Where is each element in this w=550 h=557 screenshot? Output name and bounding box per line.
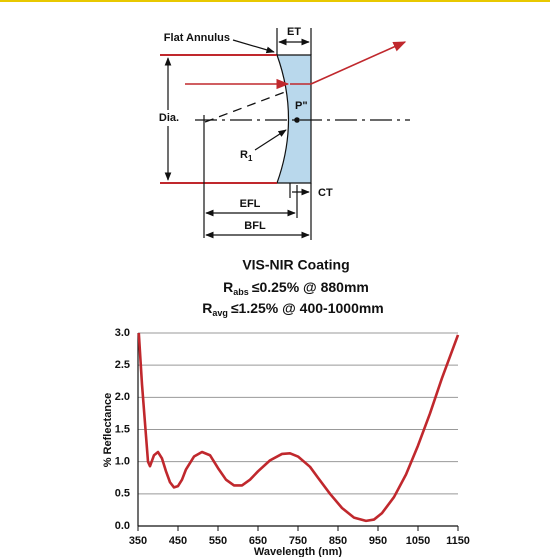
x-tick-label: 850 — [329, 535, 347, 547]
x-axis-label: Wavelength (nm) — [254, 546, 343, 557]
x-tick-label: 550 — [209, 535, 227, 547]
y-tick-label: 2.0 — [115, 391, 130, 403]
x-tick-label: 450 — [169, 535, 187, 547]
x-tick-label: 350 — [129, 535, 147, 547]
y-tick-label: 0.5 — [115, 488, 130, 500]
y-tick-label: 1.5 — [115, 423, 130, 435]
lens-diagram: Flat Annulus ET Dia. P" R1 EFL BFL CT — [158, 26, 410, 240]
chart-subtitle: Ravg ≤1.25% @ 400-1000mm — [202, 300, 384, 319]
virtual-ray — [204, 91, 286, 123]
x-tick-label: 950 — [369, 535, 387, 547]
line-series — [137, 332, 460, 523]
x-tick-label: 750 — [289, 535, 307, 547]
label: P" — [295, 100, 308, 112]
y-axis-label: % Reflectance — [102, 393, 114, 468]
y-tick-label: 2.5 — [115, 359, 130, 371]
label: ET — [287, 26, 301, 38]
chart-subtitle: Rabs ≤0.25% @ 880mm — [223, 279, 369, 298]
label-bg — [158, 110, 180, 126]
label: Flat Annulus — [164, 32, 230, 44]
label: Dia. — [159, 112, 179, 124]
y-tick-label: 3.0 — [115, 327, 130, 339]
y-tick-label: 1.0 — [115, 456, 130, 468]
label: BFL — [244, 220, 266, 232]
principal-point — [294, 117, 300, 123]
pointer — [232, 39, 275, 54]
x-tick-label: 1150 — [446, 535, 470, 547]
pointer — [254, 129, 287, 151]
lens — [276, 54, 312, 184]
label: CT — [318, 187, 333, 199]
y-tick-label: 0.0 — [115, 520, 130, 532]
label: EFL — [240, 198, 261, 210]
x-tick-label: 1050 — [406, 535, 430, 547]
x-tick-label: 650 — [249, 535, 267, 547]
label: R1 — [240, 149, 253, 163]
ray — [310, 41, 407, 85]
chart-title: VIS-NIR Coating — [242, 257, 349, 273]
